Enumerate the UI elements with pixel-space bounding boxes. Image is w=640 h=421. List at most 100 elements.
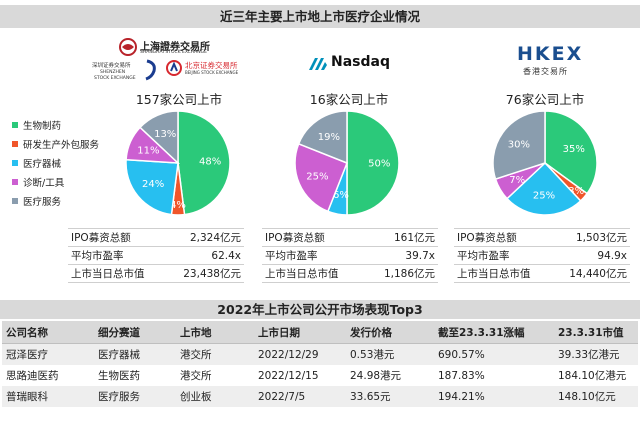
pie-data-label: 19% xyxy=(318,132,340,143)
legend-item: 诊断/工具 xyxy=(12,172,99,191)
performance-table: 公司名称 细分赛道 上市地 上市日期 发行价格 截至23.3.31涨幅 23.3… xyxy=(2,321,638,407)
sse-logo: 上海證券交易所 SHANGHAI STOCK EXCHANGE xyxy=(118,38,228,58)
column-header: 截至23.3.31涨幅 xyxy=(434,321,554,344)
table-cell: 184.10亿港元 xyxy=(558,370,627,382)
sse-emblem-icon xyxy=(119,38,137,56)
table-header-row: 公司名称 细分赛道 上市地 上市日期 发行价格 截至23.3.31涨幅 23.3… xyxy=(2,321,638,344)
pie-slice xyxy=(294,142,348,213)
stat-row: 平均市盈率 39.7x xyxy=(262,246,438,265)
page-title: 近三年主要上市地上市医疗企业情况 xyxy=(0,5,640,28)
bse-emblem-icon xyxy=(166,60,182,76)
stats-table-1: IPO募资总额 2,324亿元 平均市盈率 62.4x 上市当日总市值 23,438亿… xyxy=(68,228,244,283)
stat-label: 上市当日总市值 xyxy=(68,264,166,283)
table-cell: 普瑞眼科 xyxy=(2,386,94,407)
stat-row: 上市当日总市值 14,440亿元 xyxy=(454,264,630,283)
table-cell: 港交所 xyxy=(176,343,254,365)
table-cell: 医疗服务 xyxy=(94,386,176,407)
stat-label: IPO募资总额 xyxy=(454,228,552,247)
hkex-wordmark: HKEX xyxy=(517,43,584,65)
legend-item: 医疗服务 xyxy=(12,191,99,210)
nasdaq-mark-icon xyxy=(309,58,327,70)
pie-slice xyxy=(544,110,598,195)
pie-data-label: 35% xyxy=(563,144,585,155)
table-cell: 2022/12/15 xyxy=(258,369,319,382)
pie-data-label: 4% xyxy=(170,200,186,211)
pie-data-label: 13% xyxy=(154,129,176,140)
table-cell: 冠泽医疗 xyxy=(2,343,94,365)
table-cell: 港交所 xyxy=(180,370,212,382)
table-row: 普瑞眼科 医疗服务 创业板 2022/7/5 33.65元 194.21% 148.10亿元 xyxy=(2,386,638,407)
stat-row: IPO募资总额 161亿元 xyxy=(262,228,438,247)
stats-table-2: IPO募资总额 161亿元 平均市盈率 39.7x 上市当日总市值 1,186亿元 xyxy=(262,228,438,283)
column-header: 公司名称 xyxy=(2,321,94,344)
column-header: 细分赛道 xyxy=(94,321,176,344)
szse-name-en2: STOCK EXCHANGE xyxy=(94,76,136,81)
stat-value: 1,503亿元 xyxy=(551,228,630,247)
legend-label: 生物制药 xyxy=(23,120,62,132)
column-header: 23.3.31市值 xyxy=(554,321,638,344)
stat-label: 上市当日总市值 xyxy=(454,264,552,283)
pie-title-2: 16家公司上市 xyxy=(309,92,389,107)
pie-data-label: 7% xyxy=(509,175,525,186)
hkex-logo: HKEX 香港交易所 xyxy=(517,43,597,79)
stat-label: 上市当日总市值 xyxy=(262,264,365,283)
pie-data-label: 25% xyxy=(306,171,328,182)
szse-logo: 深圳证券交易所 SHENZHEN STOCK EXCHANGE xyxy=(92,58,162,88)
pie-title-1: 157家公司上市 xyxy=(135,92,223,107)
table-cell: 187.83% xyxy=(438,369,485,382)
pie-data-label: 11% xyxy=(137,146,159,157)
pie-data-label: 24% xyxy=(142,179,164,190)
table-cell: 194.21% xyxy=(434,386,554,407)
pie-data-label: 48% xyxy=(199,156,221,167)
legend-swatch xyxy=(12,178,18,185)
nasdaq-logo: Nasdaq xyxy=(307,52,390,76)
stat-label: 平均市盈率 xyxy=(454,246,552,265)
stat-value: 1,186亿元 xyxy=(364,264,438,283)
legend-label: 研发生产外包服务 xyxy=(23,139,100,151)
table-cell: 33.65元 xyxy=(346,386,434,407)
chart-legend: 生物制药 研发生产外包服务 医疗器械 诊断/工具 医疗服务 xyxy=(12,115,99,210)
stat-label: 平均市盈率 xyxy=(68,246,166,265)
stat-row: 平均市盈率 62.4x xyxy=(68,246,244,265)
table-cell: 创业板 xyxy=(176,386,254,407)
pie-slice xyxy=(506,161,582,216)
table-cell: 医疗器械 xyxy=(94,343,176,365)
pie-data-label: 50% xyxy=(368,159,390,170)
legend-item: 医疗器械 xyxy=(12,153,99,172)
stat-value: 14,440亿元 xyxy=(551,264,630,283)
szse-name-cn: 深圳证券交易所 xyxy=(92,63,131,69)
legend-label: 诊断/工具 xyxy=(23,177,65,189)
stat-label: IPO募资总额 xyxy=(68,228,166,247)
stats-table-3: IPO募资总额 1,503亿元 平均市盈率 94.9x 上市当日总市值 14,440亿… xyxy=(454,228,630,283)
stat-value: 39.7x xyxy=(364,246,438,265)
szse-name-en1: SHENZHEN xyxy=(100,70,126,75)
pie-data-label: 3% xyxy=(568,186,584,197)
szse-emblem-icon xyxy=(145,59,156,81)
table-title: 2022年上市公司公开市场表现Top3 xyxy=(0,300,640,319)
table-cell: 2022/7/5 xyxy=(254,386,346,407)
pie-data-label: 30% xyxy=(508,140,530,151)
pie-data-label: 6% xyxy=(333,190,349,201)
stat-row: 平均市盈率 94.9x xyxy=(454,246,630,265)
bse-logo: 北京证券交易所 BEIJING STOCK EXCHANGE xyxy=(166,58,246,80)
stat-label: IPO募资总额 xyxy=(262,228,365,247)
column-header: 上市地 xyxy=(176,321,254,344)
table-cell: 24.98港元 xyxy=(350,370,402,382)
stat-row: IPO募资总额 1,503亿元 xyxy=(454,228,630,247)
stat-row: 上市当日总市值 23,438亿元 xyxy=(68,264,244,283)
table-cell: 39.33亿港元 xyxy=(554,343,638,365)
stat-row: 上市当日总市值 1,186亿元 xyxy=(262,264,438,283)
table-row: 冠泽医疗 医疗器械 港交所 2022/12/29 0.53港元 690.57% 39.33亿… xyxy=(2,343,638,365)
pie-slice xyxy=(346,110,400,216)
table-row: 思路迪医药 生物医药 港交所 2022/12/15 24.98港元 187.83% 184.… xyxy=(2,365,638,386)
table-cell: 148.10亿元 xyxy=(554,386,638,407)
sse-name-cn: 上海證券交易所 xyxy=(140,42,210,53)
stat-row: IPO募资总额 2,324亿元 xyxy=(68,228,244,247)
pie-slice xyxy=(177,110,231,216)
column-header: 上市日期 xyxy=(254,321,346,344)
column-header: 发行价格 xyxy=(346,321,434,344)
bse-name-cn: 北京证券交易所 xyxy=(185,61,238,70)
table-cell: 生物医药 xyxy=(98,370,140,382)
pie-slice xyxy=(492,110,546,181)
stat-value: 62.4x xyxy=(165,246,244,265)
